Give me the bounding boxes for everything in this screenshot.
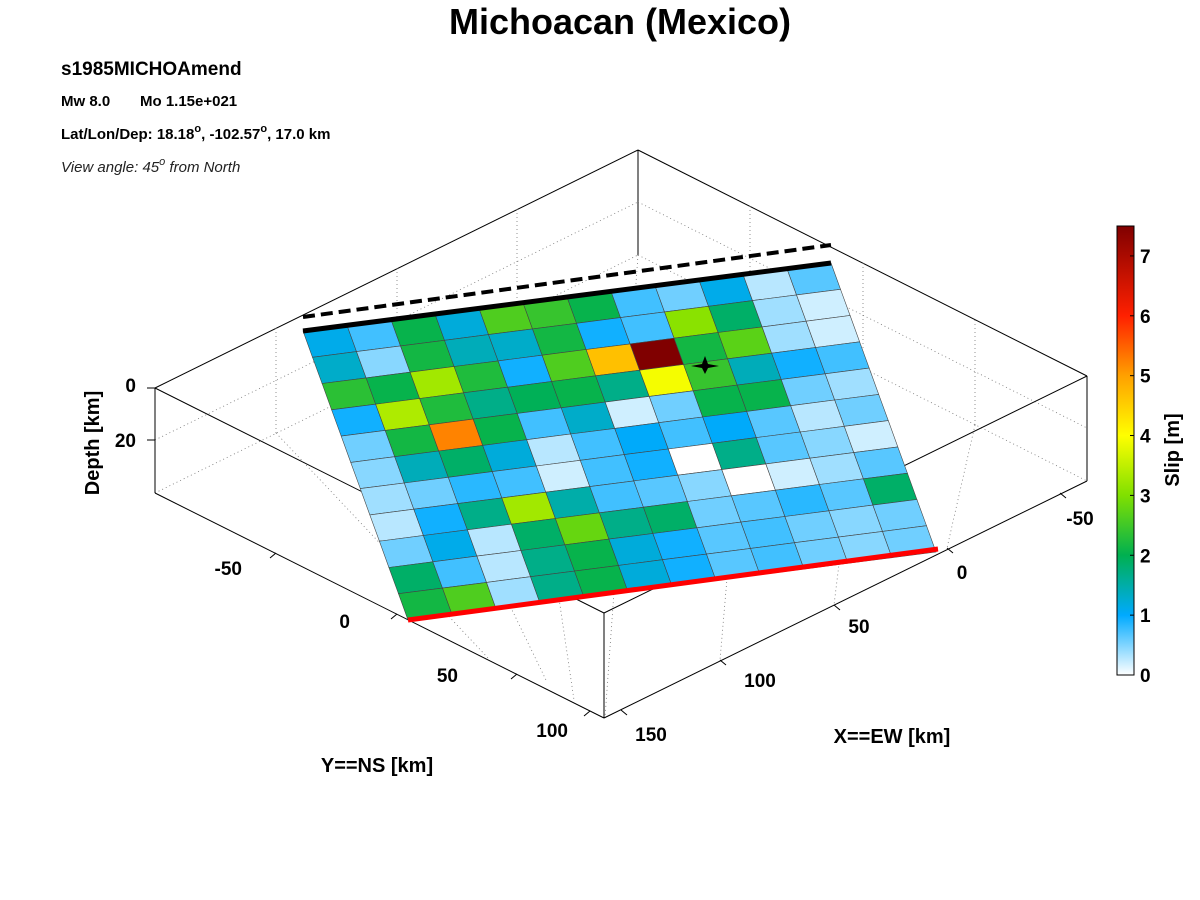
fault-top-edge: [302, 260, 832, 334]
view-angle-prefix: View angle:: [61, 159, 142, 176]
box-edge: [603, 480, 1088, 719]
colorbar-gradient: [1116, 225, 1135, 676]
ew-tick-label: 50: [848, 617, 869, 638]
tick-mark: [946, 547, 954, 554]
depth-value: 17.0 km: [275, 126, 330, 143]
box-edge: [154, 149, 639, 389]
colorbar-ticks: 0 1 2 3 4 5 6 7: [1130, 247, 1151, 687]
view-angle-text: View angle: 45o from North: [61, 156, 240, 176]
colorbar-tick-label: 3: [1140, 486, 1151, 507]
colorbar-tick-label: 4: [1140, 427, 1151, 448]
grid-line: [946, 424, 976, 549]
view-angle-value: 45: [142, 159, 159, 176]
ns-tick-label: 50: [437, 666, 458, 687]
moment-text: Mo 1.15e+021: [140, 93, 237, 110]
ew-tick-label: 0: [957, 563, 968, 584]
ew-axis: -50 0 50 100 150 X==EW [km]: [620, 492, 1094, 748]
magnitude-text: Mw 8.0: [61, 93, 110, 110]
ns-tick-label: 0: [339, 612, 350, 633]
colorbar-tick-label: 1: [1140, 606, 1151, 627]
latitude-value: 18.18: [157, 126, 195, 143]
colorbar-tick-label: 0: [1140, 666, 1151, 687]
ns-tick-label: 100: [536, 721, 568, 742]
hypocenter-star-icon: [691, 356, 719, 374]
colorbar-label: Slip [m]: [1162, 413, 1184, 486]
ns-tick-label: -50: [215, 559, 242, 580]
ns-axis: -50 0 50 100 Y==NS [km]: [215, 552, 591, 777]
depth-axis-label: Depth [km]: [82, 391, 104, 495]
tick-mark: [833, 604, 841, 611]
box-edge: [637, 149, 1088, 377]
ns-axis-label: Y==NS [km]: [321, 755, 433, 777]
grid-line: [154, 201, 639, 441]
tick-mark: [719, 659, 727, 666]
colorbar-tick-label: 2: [1140, 546, 1151, 567]
colorbar-tick-label: 5: [1140, 367, 1151, 388]
degree-mark: o: [194, 123, 201, 135]
ew-tick-label: -50: [1066, 509, 1093, 530]
degree-mark: o: [260, 123, 267, 135]
tick-mark: [583, 710, 591, 717]
ew-tick-label: 100: [744, 671, 776, 692]
box-edge: [154, 492, 605, 719]
fault-bottom-edge: [407, 546, 939, 623]
tick-mark: [510, 673, 518, 680]
ew-tick-label: 150: [635, 725, 667, 746]
fault-plane: [302, 262, 937, 621]
grid-line: [154, 254, 639, 494]
view-angle-suffix: from North: [165, 159, 240, 176]
event-id: s1985MICHOAmend: [61, 59, 242, 80]
box-back-edges: [154, 149, 1088, 389]
tick-mark: [269, 552, 277, 559]
colorbar-tick-label: 7: [1140, 247, 1151, 268]
tick-mark: [1059, 492, 1067, 499]
colorbar-tick-label: 6: [1140, 307, 1151, 328]
tick-mark: [620, 709, 628, 716]
fault-top-trace: [302, 243, 832, 334]
longitude-value: -102.57: [209, 126, 260, 143]
colorbar: 0 1 2 3 4 5 6 7 Slip [m]: [1116, 225, 1184, 687]
tick-mark: [390, 613, 398, 620]
depth-tick-label: 0: [125, 376, 136, 397]
chart-title: Michoacan (Mexico): [449, 1, 791, 42]
ew-axis-label: X==EW [km]: [834, 726, 951, 748]
degree-mark: o: [159, 156, 165, 168]
depth-axis: 0 20 Depth [km]: [82, 376, 155, 495]
depth-tick-label: 20: [115, 431, 136, 452]
location-prefix: Lat/Lon/Dep:: [61, 126, 157, 143]
location-text: Lat/Lon/Dep: 18.18o, -102.57o, 17.0 km: [61, 123, 330, 143]
